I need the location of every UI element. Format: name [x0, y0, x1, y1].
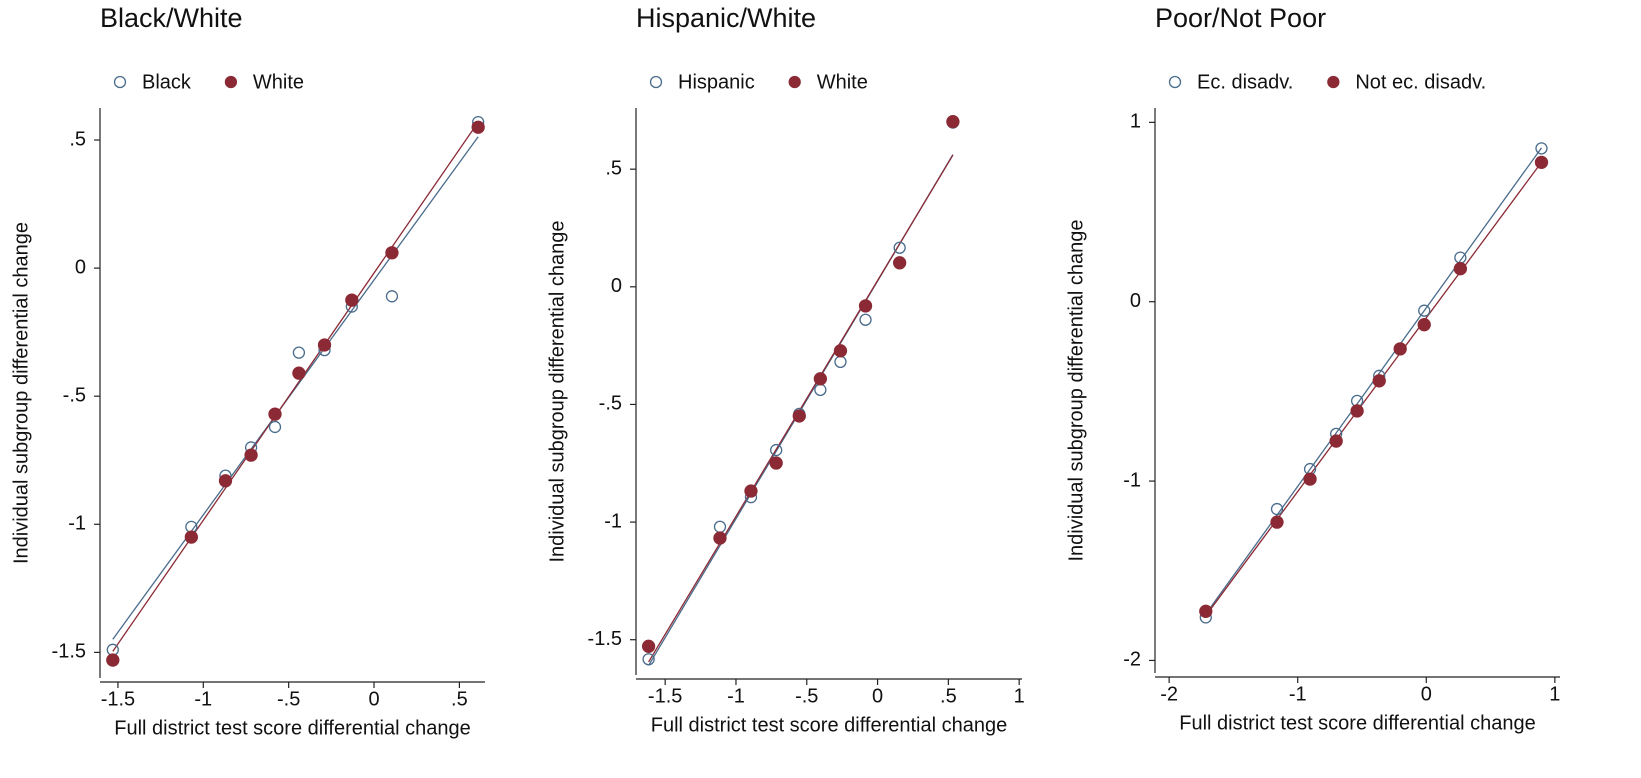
point — [1199, 604, 1213, 618]
legend-label: Not ec. disadv. — [1355, 71, 1486, 93]
point — [744, 484, 758, 498]
y-tick-label: 0 — [1130, 290, 1141, 312]
point — [713, 531, 727, 545]
legend-label: Black — [142, 71, 192, 93]
legend-label: Hispanic — [678, 71, 755, 93]
point — [106, 653, 120, 667]
point — [1270, 515, 1284, 529]
legend-marker — [1168, 75, 1182, 89]
point — [834, 355, 847, 369]
y-axis-title: Individual subgroup differential change — [10, 222, 32, 564]
legend-marker — [788, 75, 801, 89]
y-tick-label: 1 — [1130, 111, 1141, 133]
x-axis-title: Full district test score differential ch… — [651, 714, 1007, 736]
x-tick-label: -1 — [1289, 683, 1307, 705]
point — [1535, 142, 1548, 155]
x-tick-label: -1.5 — [648, 685, 682, 707]
point — [858, 299, 873, 313]
y-tick-label: -.5 — [599, 393, 622, 415]
point — [345, 293, 359, 307]
x-axis-title: Full district test score differential ch… — [1179, 712, 1535, 734]
x-tick-label: 0 — [872, 685, 883, 707]
point — [833, 344, 848, 358]
point — [1534, 155, 1549, 169]
y-tick-label: -2 — [1123, 649, 1141, 671]
x-tick-label: -1.5 — [101, 688, 135, 710]
x-tick-label: .5 — [940, 685, 957, 707]
point — [814, 383, 827, 397]
point — [1453, 262, 1468, 276]
point — [946, 114, 960, 129]
point — [1372, 374, 1386, 388]
y-tick-label: -.5 — [63, 384, 86, 406]
y-axis-title: Individual subgroup differential change — [546, 220, 568, 562]
legend-label: White — [253, 71, 304, 93]
point — [292, 346, 306, 359]
y-tick-label: .5 — [605, 157, 622, 179]
x-tick-label: .5 — [451, 688, 468, 710]
point — [642, 653, 655, 666]
x-axis-title: Full district test score differential ch… — [114, 717, 470, 739]
y-tick-label: -1 — [604, 510, 622, 532]
chart-title: Black/White — [100, 3, 243, 33]
point — [385, 290, 399, 303]
legend-label: Ec. disadv. — [1197, 71, 1293, 93]
point — [244, 448, 258, 462]
x-tick-label: 1 — [1014, 685, 1025, 707]
point — [268, 420, 282, 434]
fit-line — [112, 136, 479, 640]
point — [1393, 342, 1407, 356]
legend-marker — [649, 75, 663, 89]
point — [1350, 404, 1364, 418]
x-tick-label: -2 — [1160, 683, 1178, 705]
legend-marker — [113, 75, 127, 89]
legend-label: White — [817, 71, 868, 93]
point — [769, 456, 783, 470]
x-tick-label: -1 — [727, 685, 745, 707]
point — [713, 520, 727, 533]
y-tick-label: .5 — [69, 128, 86, 150]
fit-line — [1205, 161, 1543, 617]
point — [471, 120, 485, 134]
point — [792, 409, 806, 423]
y-tick-label: -1.5 — [52, 641, 86, 663]
point — [1417, 318, 1431, 332]
y-axis-title: Individual subgroup differential change — [1065, 219, 1087, 561]
legend-marker — [1327, 75, 1340, 89]
y-tick-label: -1.5 — [588, 628, 622, 650]
x-tick-label: -1 — [194, 688, 212, 710]
point — [317, 338, 332, 352]
chart-title: Poor/Not Poor — [1155, 3, 1326, 33]
point — [1270, 502, 1284, 516]
y-tick-label: 0 — [75, 256, 86, 278]
point — [813, 372, 828, 386]
y-tick-label: 0 — [611, 275, 622, 297]
point — [893, 241, 906, 254]
y-tick-label: -1 — [68, 513, 86, 535]
point — [268, 407, 282, 421]
x-tick-label: 0 — [1421, 683, 1432, 705]
point — [893, 256, 907, 270]
point — [859, 313, 872, 326]
fit-line — [112, 121, 479, 652]
legend-marker — [224, 75, 238, 89]
point — [1303, 472, 1317, 486]
chart-title: Hispanic/White — [636, 3, 816, 33]
point — [770, 443, 783, 457]
point — [292, 366, 306, 380]
y-tick-label: -1 — [1123, 469, 1141, 491]
x-tick-label: -.5 — [277, 688, 300, 710]
point — [641, 639, 656, 653]
x-tick-label: 0 — [368, 688, 379, 710]
x-tick-label: -.5 — [795, 685, 818, 707]
point — [184, 530, 198, 544]
point — [1418, 304, 1431, 317]
point — [218, 474, 233, 488]
x-tick-label: 1 — [1549, 683, 1560, 705]
point — [1329, 434, 1343, 448]
point — [385, 246, 399, 260]
